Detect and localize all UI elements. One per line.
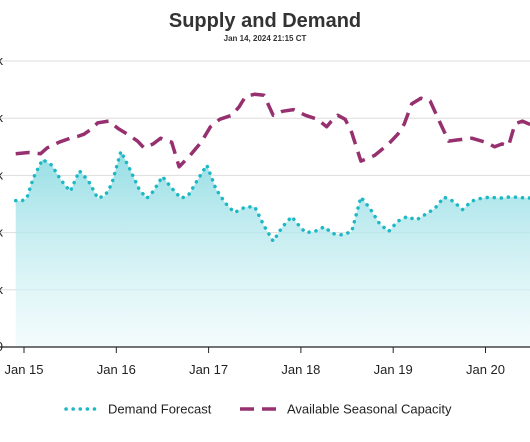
legend-label-demand-forecast: Demand Forecast [108,402,212,417]
demand-area-layer [15,151,530,347]
axes-layer: k k k k k 0Jan 15 Jan 16 Jan 17 Jan 18 Jan 19 Jan … [0,53,530,377]
x-tick-label: Jan 15 [4,362,43,377]
series-lines-layer [13,92,530,243]
x-tick-label: Jan 18 [281,362,320,377]
y-tick-label: k [0,53,4,68]
x-tick-label: Jan 19 [374,362,413,377]
demand-forecast-area [15,151,530,347]
available-seasonal-capacity-line [15,92,530,169]
y-tick-label: k [0,110,4,125]
x-tick-label: Jan 20 [466,362,505,377]
y-tick-label: k [0,225,4,240]
y-tick-label: 0 [0,339,3,354]
x-tick-label: Jan 16 [97,362,136,377]
legend-label-available-seasonal-capacity: Available Seasonal Capacity [287,402,452,417]
legend: Demand Forecast Available Seasonal Capaci… [64,402,452,417]
chart-subtitle: Jan 14, 2024 21:15 CT [224,34,307,43]
y-tick-label: k [0,167,4,182]
demand-forecast-line [13,149,530,243]
chart-title: Supply and Demand [169,10,361,32]
x-tick-label: Jan 17 [189,362,228,377]
y-tick-label: k [0,282,4,297]
